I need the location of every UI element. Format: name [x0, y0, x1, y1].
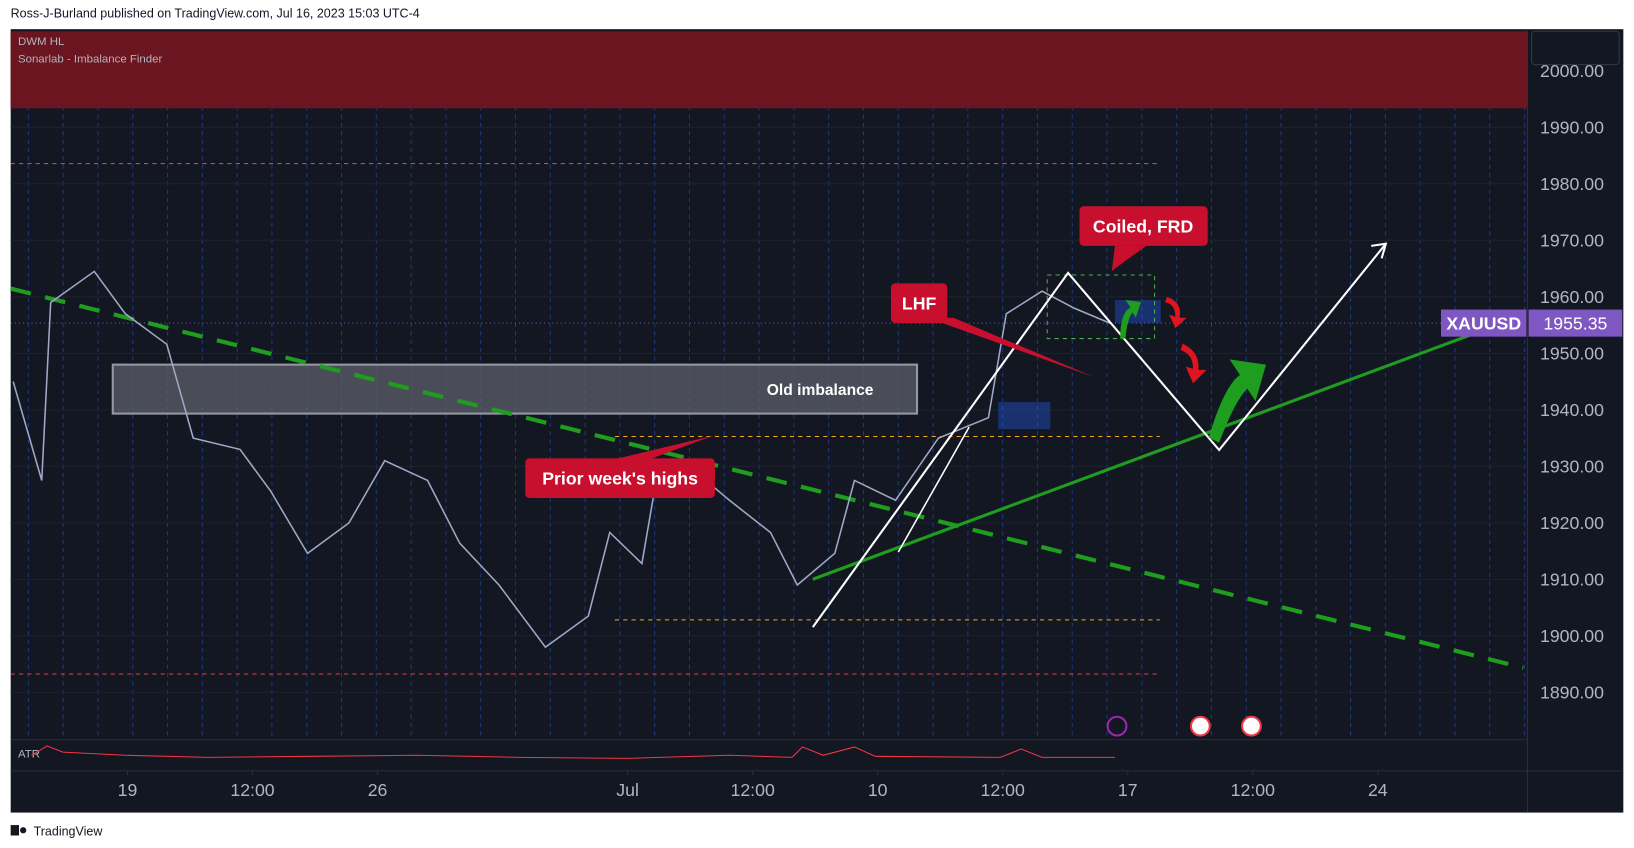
symbol-badge	[1441, 309, 1527, 337]
indicator-label: DWM HL	[18, 36, 64, 48]
brand: TradingView	[34, 824, 104, 838]
arrow-head	[1371, 242, 1388, 259]
imbalance-box	[111, 363, 919, 415]
zone	[10, 31, 1528, 109]
price-label: XAUUSD 1955.35	[1441, 309, 1623, 337]
callout	[525, 458, 715, 498]
x-tick-label: 17	[1118, 780, 1138, 800]
x-tick-label: 19	[118, 780, 138, 800]
callout	[1079, 206, 1208, 246]
callout-tail	[609, 435, 714, 461]
x-tick-label: 12:00	[981, 780, 1025, 800]
last-price: 1955.35	[1543, 313, 1607, 333]
y-tick-label: 1990.00	[1540, 118, 1604, 138]
y-tick-label: 1960.00	[1540, 287, 1604, 307]
indicator-label: Sonarlab - Imbalance Finder	[18, 54, 163, 66]
range-box	[1046, 274, 1156, 340]
x-tick-label: 12:00	[730, 780, 774, 800]
trend-line	[10, 286, 1524, 670]
arrow	[1164, 296, 1187, 329]
y-tick-label: 1930.00	[1540, 457, 1604, 477]
price-layer	[10, 270, 1528, 649]
box	[1531, 30, 1620, 66]
y-tick-label: 1950.00	[1540, 344, 1604, 364]
arrow	[1120, 300, 1141, 339]
atr-line	[31, 745, 1115, 759]
projection	[811, 243, 1387, 628]
annotation: Coiled, FRD	[1093, 216, 1194, 236]
event-icon[interactable]	[1106, 715, 1128, 737]
x-tick-label: Jul	[616, 780, 639, 800]
trend-line	[812, 333, 1470, 581]
y-tick-label: 1900.00	[1540, 626, 1604, 646]
y-tick-label: 1940.00	[1540, 400, 1604, 420]
axes: 1890.00 1900.00 1910.00 1920.00 1930.00 1940.…	[118, 61, 1604, 800]
projection	[897, 426, 970, 553]
x-tick-label: 10	[868, 780, 888, 800]
logo	[20, 827, 27, 834]
callout	[890, 283, 948, 323]
x-tick-label: 12:00	[1231, 780, 1275, 800]
y-tick-label: 1920.00	[1540, 513, 1604, 533]
x-tick-label: 12:00	[230, 780, 274, 800]
pane-label: ATR	[18, 748, 40, 760]
symbol: XAUUSD	[1446, 313, 1521, 333]
y-tick-label: 2000.00	[1540, 61, 1604, 81]
arrow	[1208, 359, 1267, 443]
annotation: LHF	[902, 293, 937, 313]
price-line	[12, 270, 1111, 649]
zone	[998, 402, 1051, 430]
y-tick-label: 1980.00	[1540, 174, 1604, 194]
annotation: Old imbalance	[767, 382, 874, 399]
y-tick-label: 1890.00	[1540, 683, 1604, 703]
header: Ross-J-Burland published on TradingView.…	[11, 7, 420, 21]
x-tick-label: 26	[368, 780, 388, 800]
annotation: Prior week's highs	[542, 468, 698, 488]
price-badge	[1528, 309, 1623, 337]
logo	[10, 825, 20, 836]
arrow	[1180, 343, 1207, 384]
y-tick-label: 1970.00	[1540, 231, 1604, 251]
event-icon[interactable]	[1241, 715, 1262, 737]
chart-background	[10, 29, 1624, 813]
x-tick-label: 24	[1368, 780, 1388, 800]
y-tick-label: 1910.00	[1540, 570, 1604, 590]
event-icon[interactable]	[1189, 715, 1211, 737]
